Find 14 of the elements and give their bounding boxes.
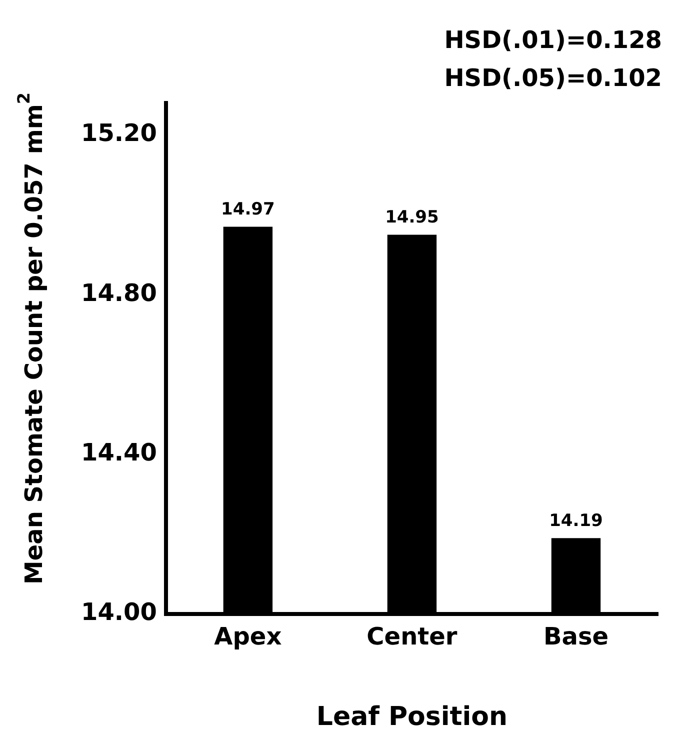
y-tick-label: 14.00 (80, 598, 157, 626)
text: HSD(.01)=0.128 (444, 26, 662, 54)
data-label: 14.95 (385, 208, 439, 228)
y-tick-label: 14.40 (80, 438, 157, 467)
x-tick-label: Apex (214, 622, 282, 651)
x-tick-label: Center (366, 622, 458, 651)
x-axis-title: Leaf Position (316, 702, 508, 732)
text: HSD(.05)=0.102 (444, 64, 662, 92)
x-tick-label: Base (543, 622, 609, 651)
data-label: 14.19 (549, 511, 603, 532)
data-label: 14.97 (221, 200, 275, 220)
y-tick-label: 14.80 (80, 278, 157, 307)
y-tick-label: 15.20 (80, 119, 157, 148)
y-axis-title: Mean Stomate Count per 0.057 mm2 (14, 92, 48, 585)
